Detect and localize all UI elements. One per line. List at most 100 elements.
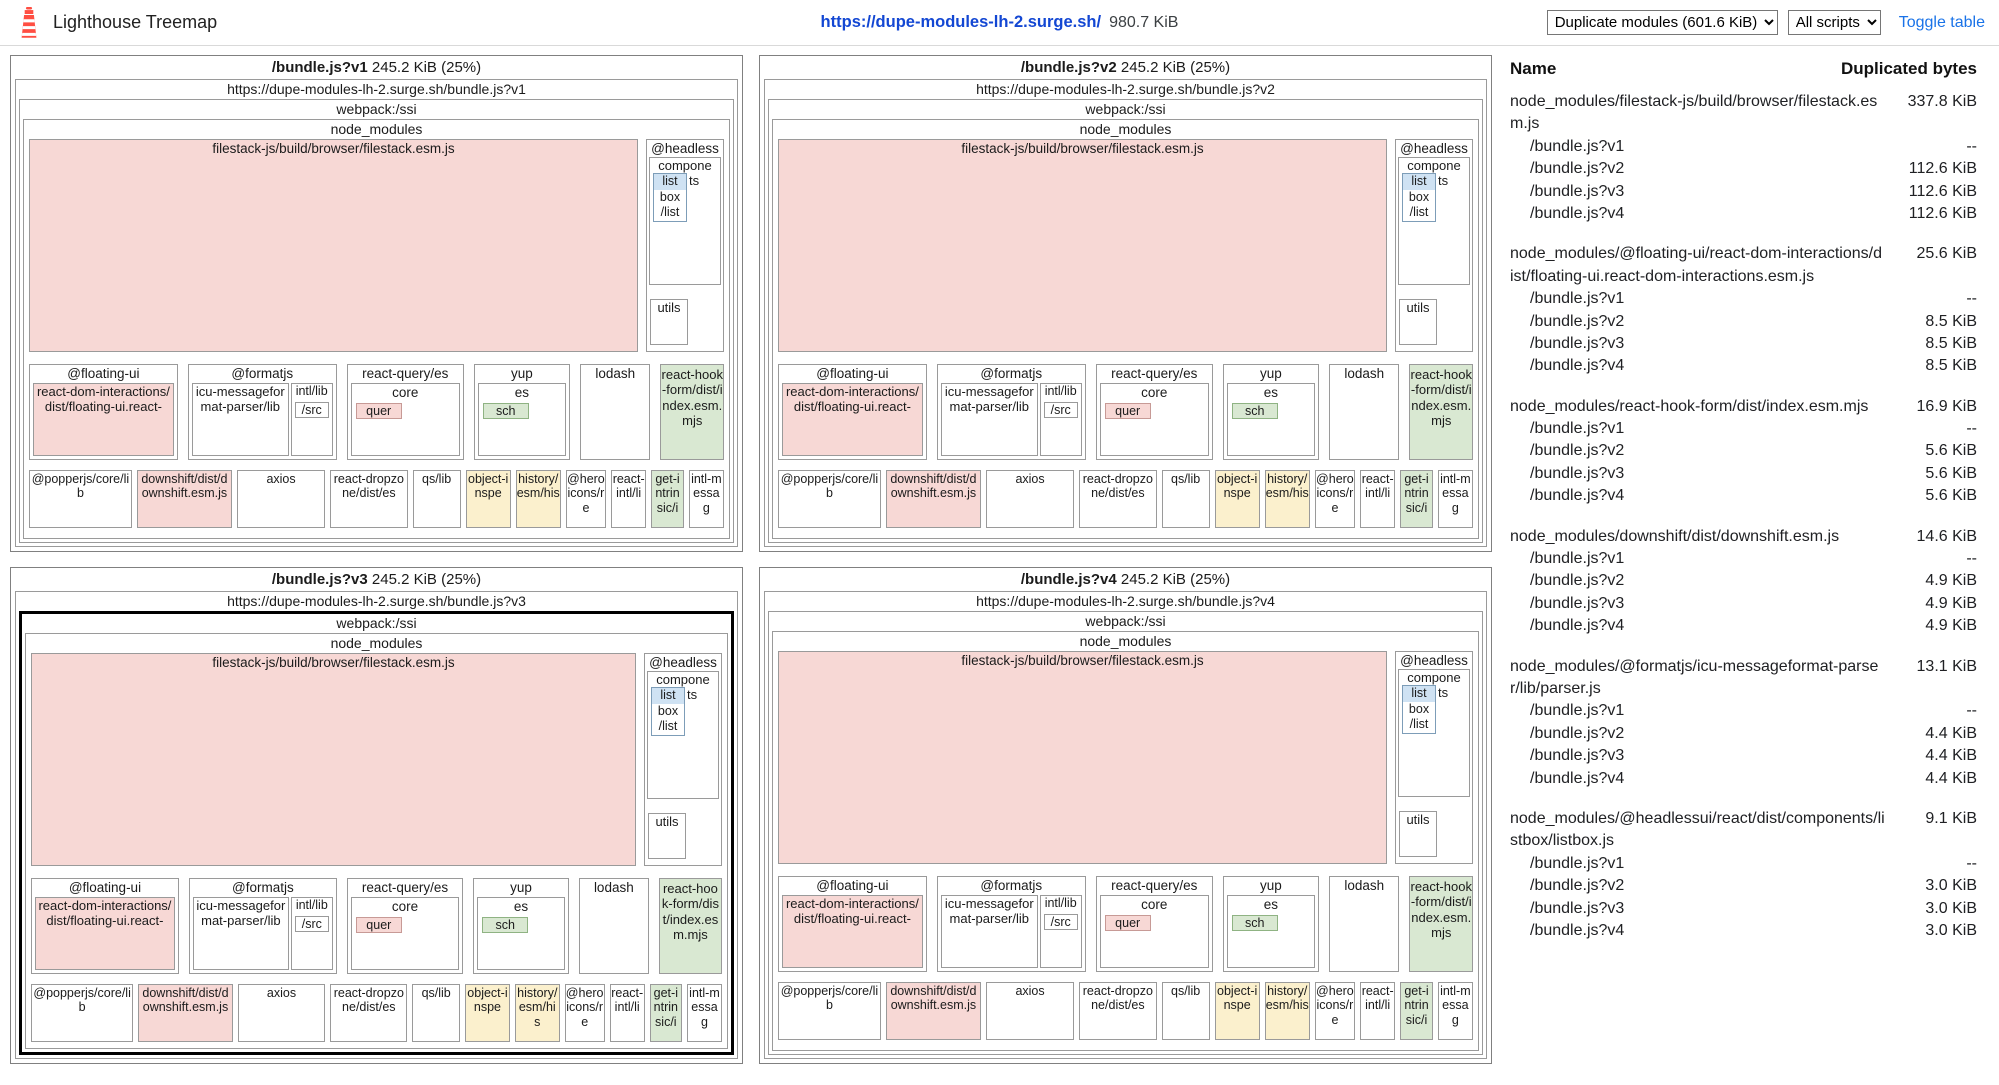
icu-messageformat-parser-node[interactable]: icu-messageformat-parser/lib: [940, 383, 1038, 456]
react-intl-node[interactable]: react-intl/li: [611, 470, 647, 528]
downshift-node[interactable]: downshift/dist/downshift.esm.js: [136, 470, 232, 528]
treemap-webpack-node[interactable]: webpack:/ssi node_modules filestack-js/b…: [768, 611, 1483, 1055]
query-node[interactable]: quer: [355, 917, 402, 933]
headless-utils-node[interactable]: utils: [1399, 299, 1437, 345]
heroicons-node[interactable]: @heroicons/re: [565, 470, 607, 528]
react-query-node[interactable]: react-query/es core quer: [1095, 876, 1213, 972]
intl-lib-node[interactable]: intl/lib /src: [1039, 895, 1082, 968]
react-dom-interactions-node[interactable]: react-dom-interactions/dist/floating-ui.…: [782, 383, 923, 456]
formatjs-node[interactable]: @formatjs icu-messageformat-parser/lib i…: [188, 878, 337, 974]
yup-es-node[interactable]: es sch: [477, 897, 565, 970]
react-dropzone-node[interactable]: react-dropzone/dist/es: [1079, 470, 1157, 528]
popperjs-node[interactable]: @popperjs/core/lib: [31, 984, 134, 1042]
schema-node[interactable]: sch: [1231, 915, 1278, 931]
react-query-node[interactable]: react-query/es core quer: [346, 878, 464, 974]
headlessui-node[interactable]: @headless compone list box /list ts: [646, 139, 724, 352]
intl-lib-node[interactable]: intl/lib /src: [290, 897, 333, 970]
treemap-url-node[interactable]: https://dupe-modules-lh-2.surge.sh/bundl…: [764, 79, 1487, 547]
yup-node[interactable]: yup es sch: [473, 364, 571, 460]
src-node[interactable]: /src: [1043, 914, 1078, 930]
lodash-node[interactable]: lodash: [578, 878, 649, 974]
object-inspect-node[interactable]: object-inspe: [1214, 470, 1260, 528]
react-hook-form-node[interactable]: react-hook-form/dist/index.esm.mjs: [1409, 876, 1473, 972]
treemap-url-node[interactable]: https://dupe-modules-lh-2.surge.sh/bundl…: [764, 591, 1487, 1059]
yup-node[interactable]: yup es sch: [1222, 364, 1320, 460]
floating-ui-node[interactable]: @floating-ui react-dom-interactions/dist…: [29, 364, 178, 460]
headlessui-node[interactable]: @headless compone list box /list ts: [1395, 651, 1473, 864]
src-node[interactable]: /src: [294, 402, 329, 418]
axios-node[interactable]: axios: [237, 984, 326, 1042]
view-mode-select[interactable]: Duplicate modules (601.6 KiB): [1546, 10, 1778, 35]
react-query-core-node[interactable]: core quer: [1099, 383, 1209, 456]
react-query-node[interactable]: react-query/es core quer: [346, 364, 464, 460]
floating-ui-node[interactable]: @floating-ui react-dom-interactions/dist…: [778, 364, 927, 460]
toggle-table-button[interactable]: Toggle table: [1898, 13, 1985, 31]
treemap-node-modules-node[interactable]: node_modules filestack-js/build/browser/…: [772, 119, 1479, 539]
headless-components-node[interactable]: compone list box /list ts: [649, 157, 721, 285]
react-hook-form-node[interactable]: react-hook-form/dist/index.esm.mjs: [1409, 364, 1473, 460]
intl-messageformat-node[interactable]: intl-messag: [686, 984, 722, 1042]
intl-messageformat-node[interactable]: intl-messag: [688, 470, 724, 528]
qs-node[interactable]: qs/lib: [412, 984, 461, 1042]
object-inspect-node[interactable]: object-inspe: [465, 984, 510, 1042]
query-node[interactable]: quer: [1104, 403, 1151, 419]
get-intrinsic-node[interactable]: get-intrinsic/i: [649, 984, 682, 1042]
treemap-node-modules-node[interactable]: node_modules filestack-js/build/browser/…: [23, 119, 730, 539]
treemap-webpack-node[interactable]: webpack:/ssi node_modules filestack-js/b…: [768, 99, 1483, 543]
object-inspect-node[interactable]: object-inspe: [465, 470, 511, 528]
history-node[interactable]: history/esm/his: [1264, 470, 1310, 528]
schema-node[interactable]: sch: [482, 917, 529, 933]
intl-lib-node[interactable]: intl/lib /src: [1039, 383, 1082, 456]
heroicons-node[interactable]: @heroicons/re: [1314, 470, 1356, 528]
treemap-webpack-node[interactable]: webpack:/ssi node_modules filestack-js/b…: [19, 611, 734, 1055]
react-query-core-node[interactable]: core quer: [1099, 895, 1209, 968]
headlessui-node[interactable]: @headless compone list box /list ts: [1395, 139, 1473, 352]
intl-messageformat-node[interactable]: intl-messag: [1437, 470, 1473, 528]
icu-messageformat-parser-node[interactable]: icu-messageformat-parser/lib: [940, 895, 1038, 968]
yup-es-node[interactable]: es sch: [1226, 895, 1316, 968]
src-node[interactable]: /src: [1043, 402, 1078, 418]
react-dom-interactions-node[interactable]: react-dom-interactions/dist/floating-ui.…: [33, 383, 174, 456]
filestack-node[interactable]: filestack-js/build/browser/filestack.esm…: [778, 651, 1387, 864]
history-node[interactable]: history/esm/his: [515, 470, 561, 528]
yup-node[interactable]: yup es sch: [473, 878, 569, 974]
icu-messageformat-parser-node[interactable]: icu-messageformat-parser/lib: [192, 897, 289, 970]
lodash-node[interactable]: lodash: [580, 364, 651, 460]
popperjs-node[interactable]: @popperjs/core/lib: [778, 982, 881, 1040]
schema-node[interactable]: sch: [1231, 403, 1278, 419]
headless-components-node[interactable]: compone list box /list ts: [1398, 157, 1470, 285]
get-intrinsic-node[interactable]: get-intrinsic/i: [1400, 470, 1433, 528]
lodash-node[interactable]: lodash: [1329, 876, 1400, 972]
lodash-node[interactable]: lodash: [1329, 364, 1400, 460]
popperjs-node[interactable]: @popperjs/core/lib: [778, 470, 881, 528]
react-dropzone-node[interactable]: react-dropzone/dist/es: [330, 984, 408, 1042]
react-query-core-node[interactable]: core quer: [350, 383, 460, 456]
axios-node[interactable]: axios: [985, 470, 1075, 528]
react-dom-interactions-node[interactable]: react-dom-interactions/dist/floating-ui.…: [782, 895, 923, 968]
yup-es-node[interactable]: es sch: [1226, 383, 1316, 456]
react-hook-form-node[interactable]: react-hook-form/dist/index.esm.mjs: [658, 878, 722, 974]
react-query-node[interactable]: react-query/es core quer: [1095, 364, 1213, 460]
react-dropzone-node[interactable]: react-dropzone/dist/es: [1079, 982, 1157, 1040]
downshift-node[interactable]: downshift/dist/downshift.esm.js: [885, 982, 981, 1040]
treemap-node-modules-node[interactable]: node_modules filestack-js/build/browser/…: [25, 633, 728, 1049]
formatjs-node[interactable]: @formatjs icu-messageformat-parser/lib i…: [187, 364, 337, 460]
headless-utils-node[interactable]: utils: [650, 299, 688, 345]
treemap-webpack-node[interactable]: webpack:/ssi node_modules filestack-js/b…: [19, 99, 734, 543]
intl-lib-node[interactable]: intl/lib /src: [290, 383, 333, 456]
floating-ui-node[interactable]: @floating-ui react-dom-interactions/dist…: [778, 876, 927, 972]
icu-messageformat-parser-node[interactable]: icu-messageformat-parser/lib: [191, 383, 289, 456]
yup-node[interactable]: yup es sch: [1222, 876, 1320, 972]
react-dropzone-node[interactable]: react-dropzone/dist/es: [330, 470, 408, 528]
site-url-link[interactable]: https://dupe-modules-lh-2.surge.sh/: [820, 13, 1102, 31]
react-intl-node[interactable]: react-intl/li: [609, 984, 645, 1042]
script-select[interactable]: All scripts: [1787, 10, 1881, 35]
src-node[interactable]: /src: [294, 916, 329, 932]
downshift-node[interactable]: downshift/dist/downshift.esm.js: [138, 984, 233, 1042]
history-node[interactable]: history/esm/his: [514, 984, 560, 1042]
react-intl-node[interactable]: react-intl/li: [1360, 982, 1396, 1040]
axios-node[interactable]: axios: [985, 982, 1075, 1040]
treemap-node-modules-node[interactable]: node_modules filestack-js/build/browser/…: [772, 631, 1479, 1051]
headless-utils-node[interactable]: utils: [648, 813, 686, 859]
qs-node[interactable]: qs/lib: [1161, 982, 1210, 1040]
